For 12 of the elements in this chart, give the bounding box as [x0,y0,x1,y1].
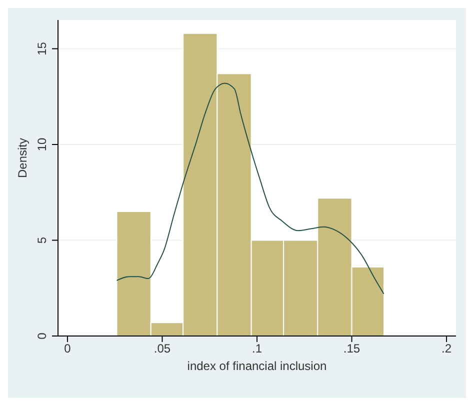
x-tick-label: .1 [252,342,262,356]
x-tick-label: .15 [343,342,360,356]
y-tick-label: 5 [35,236,49,244]
y-axis-title: Density [15,138,30,178]
x-tick-label: .05 [154,342,171,356]
y-tick-label: 0 [35,332,49,340]
x-tick-label: 0 [64,342,72,356]
y-tick-label: 10 [35,137,49,152]
x-axis-title: index of financial inclusion [187,359,327,373]
line-series [116,82,384,294]
y-tick-label: 15 [35,42,49,56]
x-tick-label: .2 [442,342,452,356]
